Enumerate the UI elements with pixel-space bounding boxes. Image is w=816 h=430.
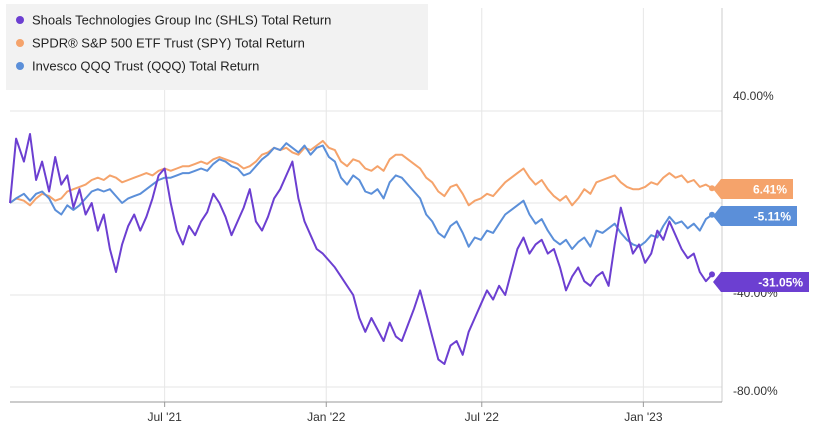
legend-entry: Invesco QQQ Trust (QQQ) Total Return: [32, 59, 259, 74]
legend-entry: Shoals Technologies Group Inc (SHLS) Tot…: [32, 13, 331, 28]
end-marker: [709, 185, 715, 192]
legend-marker: [16, 16, 24, 24]
legend-marker: [16, 62, 24, 70]
legend: Shoals Technologies Group Inc (SHLS) Tot…: [6, 4, 428, 90]
end-label-value: -31.05%: [758, 276, 803, 290]
series-lines: [9, 133, 713, 365]
end-label-badge: [713, 179, 793, 199]
gridlines: [10, 8, 722, 402]
x-tick-label: Jan '22: [307, 410, 346, 424]
series-line-2: [9, 142, 713, 250]
y-tick-label: 40.00%: [733, 89, 774, 103]
y-tick-label: -80.00%: [733, 384, 778, 398]
end-label-value: -5.11%: [754, 210, 792, 224]
x-tick-label: Jan '23: [624, 410, 663, 424]
x-tick-label: Jul '22: [465, 410, 500, 424]
series-line-1: [9, 139, 713, 207]
legend-entry: SPDR® S&P 500 ETF Trust (SPY) Total Retu…: [32, 36, 305, 51]
end-label-badge: [713, 272, 809, 292]
end-labels: -31.05% 6.41% -5.11%: [709, 179, 809, 292]
legend-background: [6, 4, 428, 90]
x-axis: Jul '21 Jan '22 Jul '22 Jan '23: [10, 401, 722, 424]
legend-marker: [16, 39, 24, 47]
end-label-value: 6.41%: [753, 183, 787, 197]
x-tick-label: Jul '21: [147, 410, 182, 424]
series-line-0: [9, 133, 713, 365]
end-label-badge: [713, 206, 797, 226]
end-marker: [709, 271, 715, 278]
